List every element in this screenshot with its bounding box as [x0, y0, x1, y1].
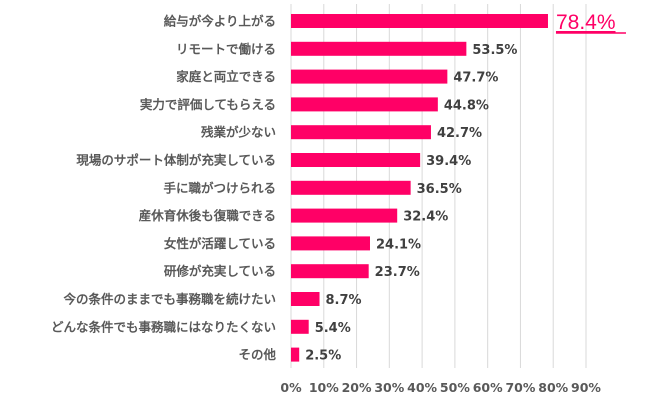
category-label: 産休育休後も復職できる — [139, 208, 276, 223]
bar — [291, 264, 369, 279]
x-tick-label: 90% — [571, 380, 601, 395]
bar — [291, 97, 438, 112]
x-tick-label: 70% — [505, 380, 535, 395]
x-tick-label: 50% — [440, 380, 470, 395]
category-label: どんな条件でも事務職にはなりたくない — [51, 319, 276, 334]
x-tick-label: 10% — [309, 380, 339, 395]
category-label: 実力で評価してもらえる — [140, 97, 276, 112]
x-tick-label: 80% — [538, 380, 568, 395]
value-label: 44.8% — [444, 98, 489, 113]
bar — [291, 153, 421, 167]
category-label: 手に職がつけられる — [163, 180, 276, 195]
x-tick-label: 60% — [473, 380, 503, 395]
bar — [291, 14, 548, 28]
bar — [291, 292, 320, 306]
bar — [291, 319, 309, 334]
bar — [291, 347, 300, 362]
value-label: 2.5% — [305, 349, 341, 364]
value-label: 32.4% — [403, 210, 448, 225]
value-label-highlight: 78.4% — [556, 11, 616, 34]
value-label: 39.4% — [426, 154, 471, 169]
category-label: 現場のサポート体制が充実している — [76, 153, 276, 168]
value-label: 23.7% — [375, 265, 420, 280]
bar — [291, 236, 370, 251]
x-tick-label: 0% — [280, 380, 302, 395]
bar — [291, 180, 411, 195]
x-tick-label: 20% — [342, 380, 372, 395]
bar — [291, 41, 467, 56]
bar — [291, 69, 448, 84]
value-label: 47.7% — [453, 71, 498, 86]
bar — [291, 125, 431, 140]
x-tick-label: 30% — [374, 380, 404, 395]
bar — [291, 208, 398, 223]
category-label: 研修が充実している — [164, 264, 276, 279]
value-label: 24.1% — [376, 237, 421, 252]
value-label: 5.4% — [315, 321, 351, 336]
x-tick-label: 40% — [407, 380, 437, 395]
category-label: 今の条件のままでも事務職を続けたい — [62, 292, 276, 307]
category-label: 残業が少ない — [201, 125, 276, 140]
category-label: その他 — [238, 347, 276, 362]
category-label: 家庭と両立できる — [176, 69, 276, 84]
value-label: 42.7% — [437, 126, 482, 141]
value-label: 36.5% — [417, 182, 462, 197]
category-label: 給与が今より上がる — [164, 14, 276, 29]
value-label: 53.5% — [472, 43, 517, 58]
value-label: 8.7% — [326, 293, 362, 308]
category-label: リモートで働ける — [176, 41, 276, 56]
category-label: 女性が活躍している — [164, 236, 276, 251]
